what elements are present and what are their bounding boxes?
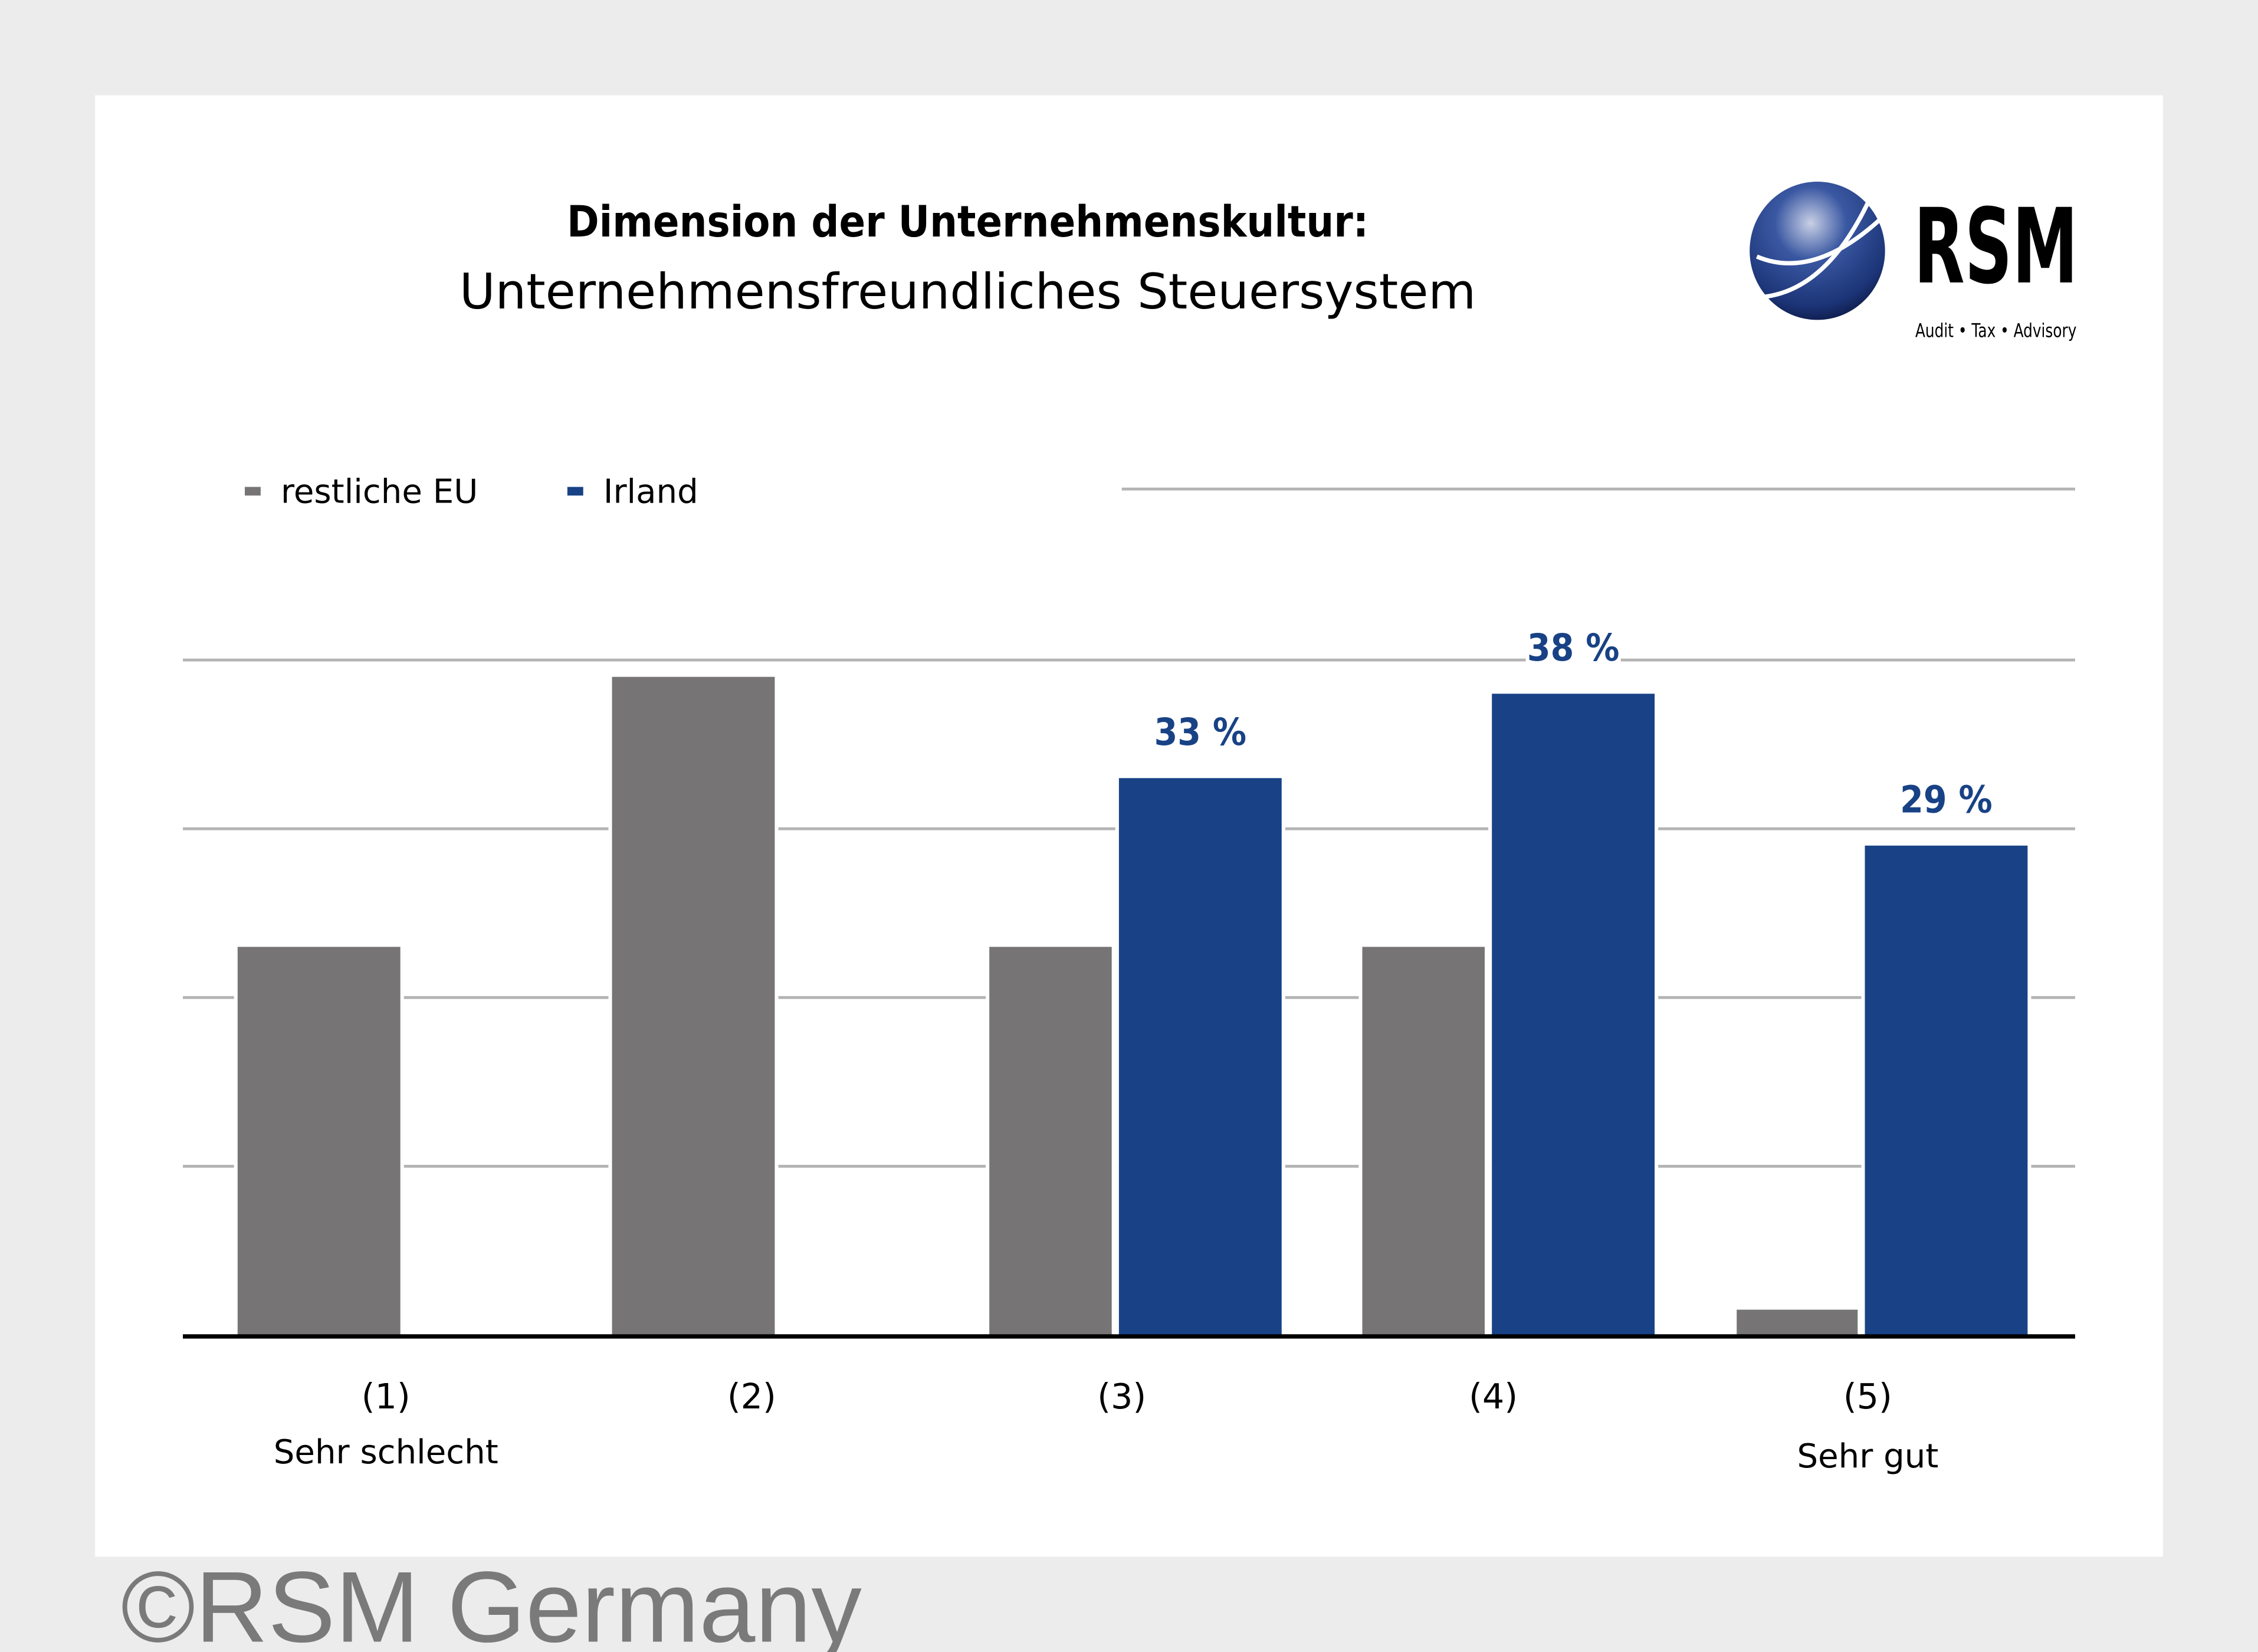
bar-restliche-eu xyxy=(986,943,1115,1339)
bar-irland xyxy=(1115,774,1285,1339)
data-label-irland: 38 % xyxy=(1527,626,1620,669)
globe-icon xyxy=(1750,182,1885,320)
bar-restliche-eu xyxy=(234,943,404,1339)
x-tick-label: (5) xyxy=(1843,1377,1892,1417)
data-label-bg xyxy=(1153,707,1248,754)
logo-name: RSM xyxy=(1914,187,2078,307)
data-label-bg xyxy=(1525,623,1621,669)
watermark: ©RSM Germany xyxy=(121,1551,862,1652)
logo-tagline: Audit • Tax • Advisory xyxy=(1915,321,2076,342)
data-label-irland: 29 % xyxy=(1900,778,1993,822)
legend: restliche EU Irland xyxy=(245,472,2075,511)
x-tick-sublabel: Sehr gut xyxy=(1797,1437,1938,1476)
bar-irland xyxy=(1488,690,1659,1339)
chart-title-line1: Dimension der Unternehmenskultur: xyxy=(567,197,1368,247)
bar-restliche-eu xyxy=(1733,1306,1862,1339)
x-tick-label: (2) xyxy=(727,1377,776,1417)
bar-irland xyxy=(1861,842,2031,1339)
legend-swatch-irland xyxy=(567,487,583,496)
data-label-irland: 33 % xyxy=(1154,710,1247,754)
legend-label-eu: restliche EU xyxy=(281,472,478,511)
legend-swatch-eu xyxy=(245,487,261,496)
x-tick-sublabel: Sehr schlecht xyxy=(274,1433,498,1472)
x-tick-label: (4) xyxy=(1469,1377,1518,1417)
rsm-logo: RSM Audit • Tax • Advisory xyxy=(1750,172,2078,342)
bar-restliche-eu xyxy=(608,673,779,1339)
x-tick-label: (1) xyxy=(362,1377,411,1417)
bar-restliche-eu xyxy=(1358,943,1489,1339)
chart-title-line2: Unternehmensfreundliches Steuersystem xyxy=(460,263,1476,320)
legend-label-irland: Irland xyxy=(603,472,698,511)
data-label-bg xyxy=(1898,775,1994,822)
x-tick-label: (3) xyxy=(1097,1377,1146,1417)
